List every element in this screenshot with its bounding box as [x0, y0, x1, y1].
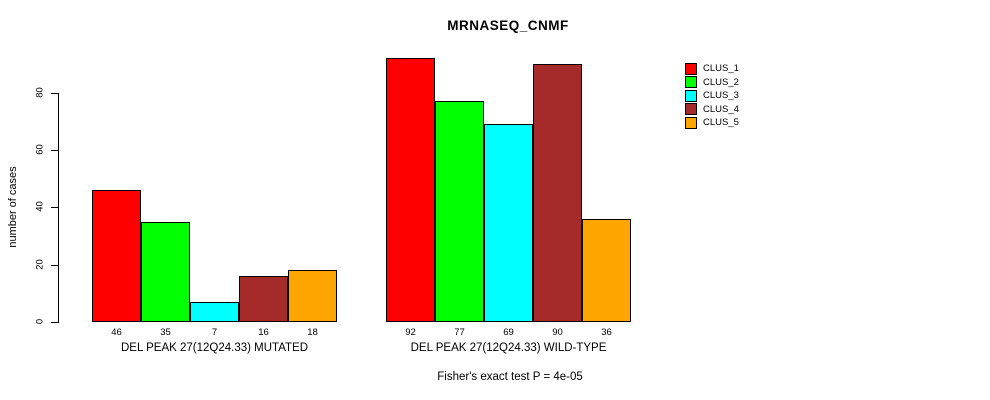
bar-value-label: 92 [405, 327, 416, 338]
bar-value-label: 90 [552, 327, 563, 338]
bar-clus_4 [239, 276, 288, 322]
bar-value-label: 69 [503, 327, 514, 338]
y-axis [58, 92, 59, 323]
bar-value-label: 18 [307, 327, 318, 338]
y-tick [51, 264, 58, 266]
y-axis-label: number of cases [7, 166, 19, 248]
bar-clus_2 [435, 101, 484, 322]
bar-clus_1 [386, 58, 435, 322]
bar-clus_3 [190, 302, 239, 322]
legend: CLUS_1 CLUS_2 CLUS_3 CLUS_4 CLUS_5 [685, 62, 739, 129]
y-tick [51, 322, 58, 323]
bar-value-label: 16 [258, 327, 269, 338]
legend-item: CLUS_5 [685, 116, 739, 129]
y-tick-label: 80 [34, 87, 46, 98]
bar-clus_1 [92, 190, 141, 322]
fisher-test-annotation: Fisher's exact test P = 4e-05 [437, 371, 583, 383]
y-tick-label: 40 [34, 201, 46, 213]
bar-value-label: 7 [211, 327, 218, 338]
chart-title: MRNASEQ_CNMF [447, 18, 569, 33]
group-label: DEL PEAK 27(12Q24.33) WILD-TYPE [410, 342, 607, 354]
legend-item: CLUS_2 [685, 76, 739, 89]
bar-clus_5 [582, 219, 631, 322]
y-tick [51, 207, 58, 209]
bar-value-label: 35 [160, 327, 171, 338]
legend-label: CLUS_1 [703, 63, 739, 75]
bar-clus_3 [484, 124, 533, 322]
legend-swatch [685, 62, 697, 75]
legend-swatch [685, 116, 697, 129]
y-tick-label: 20 [34, 258, 46, 270]
bar-clus_4 [533, 64, 582, 322]
bar-value-label: 77 [454, 327, 465, 338]
y-tick-label: 60 [34, 144, 46, 155]
bar-clus_2 [141, 222, 190, 322]
y-tick [51, 92, 58, 94]
legend-swatch [685, 103, 697, 116]
legend-label: CLUS_4 [703, 103, 739, 115]
legend-item: CLUS_4 [685, 103, 739, 116]
group-label: DEL PEAK 27(12Q24.33) MUTATED [120, 342, 309, 354]
bar-value-label: 46 [111, 327, 122, 338]
legend-item: CLUS_1 [685, 62, 739, 75]
bar-value-label: 36 [601, 327, 612, 338]
legend-swatch [685, 76, 697, 89]
legend-item: CLUS_3 [685, 89, 739, 102]
legend-swatch [685, 89, 697, 102]
y-tick-label: 0 [34, 318, 46, 325]
legend-label: CLUS_5 [703, 117, 739, 129]
legend-label: CLUS_2 [703, 76, 739, 88]
bar-clus_5 [288, 270, 337, 322]
y-tick [51, 150, 58, 152]
legend-label: CLUS_3 [703, 90, 739, 102]
